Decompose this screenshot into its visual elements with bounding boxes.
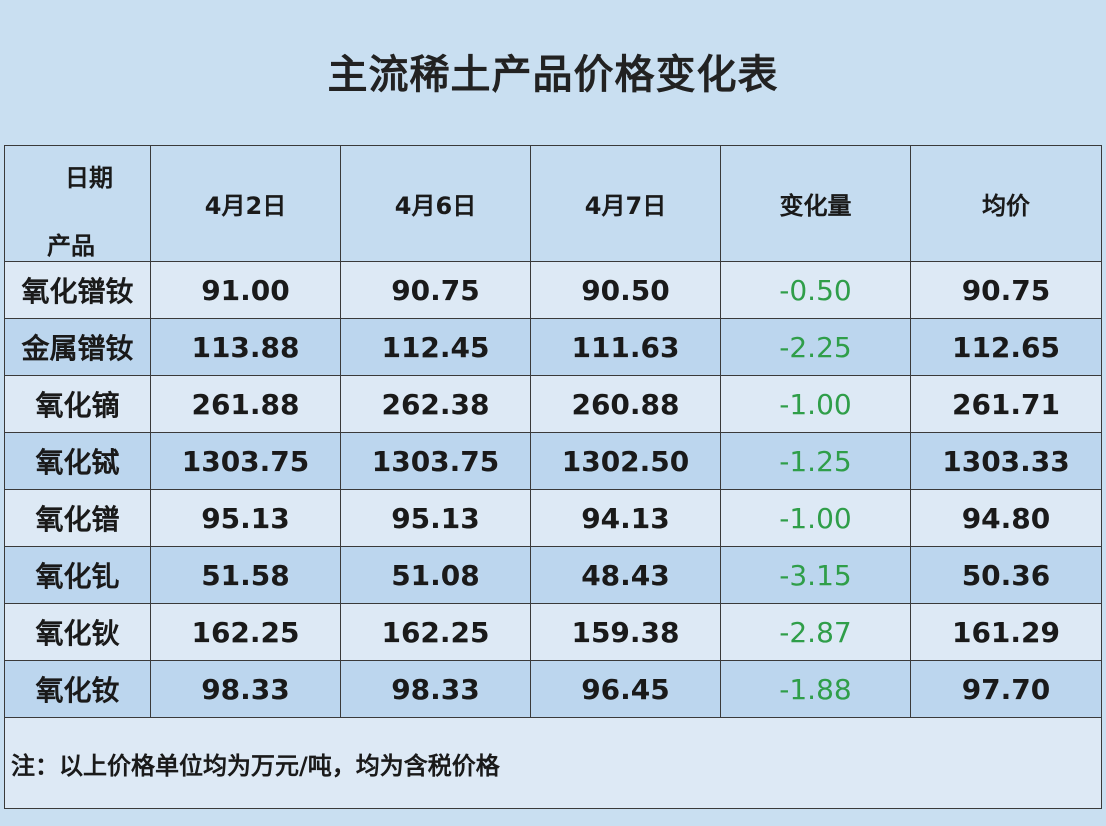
price-cell: 161.29 — [910, 603, 1102, 661]
price-cell: 159.38 — [530, 603, 721, 661]
header-row: 日期 产品 4月2日 4月6日 4月7日 变化量 均价 — [4, 145, 1102, 262]
note-row: 注：以上价格单位均为万元/吨，均为含税价格 — [4, 717, 1102, 809]
price-cell: 96.45 — [530, 660, 721, 718]
price-cell: -0.50 — [720, 261, 911, 319]
price-cell: 98.33 — [150, 660, 341, 718]
price-cell: 111.63 — [530, 318, 721, 376]
data-row: 氧化镨钕 91.00 90.75 90.50 -0.50 90.75 — [4, 261, 1102, 319]
product-name: 氧化镨钕 — [4, 261, 151, 319]
price-table: 日期 产品 4月2日 4月6日 4月7日 变化量 均价 氧化镨钕 91.00 90.75 90… — [4, 145, 1102, 809]
price-cell: 94.80 — [910, 489, 1102, 547]
price-cell: -2.25 — [720, 318, 911, 376]
price-cell: 51.08 — [340, 546, 531, 604]
price-cell: 48.43 — [530, 546, 721, 604]
column-header: 均价 — [910, 145, 1102, 262]
corner-top: 日期 — [65, 164, 113, 192]
price-cell: 112.45 — [340, 318, 531, 376]
price-cell: 112.65 — [910, 318, 1102, 376]
product-name: 金属镨钕 — [4, 318, 151, 376]
price-cell: 162.25 — [150, 603, 341, 661]
corner-bottom: 产品 — [47, 232, 95, 260]
product-name: 氧化镝 — [4, 375, 151, 433]
product-name: 氧化钕 — [4, 660, 151, 718]
corner-cell: 日期 产品 — [4, 145, 151, 262]
product-name: 氧化钬 — [4, 603, 151, 661]
data-row: 氧化钆 51.58 51.08 48.43 -3.15 50.36 — [4, 546, 1102, 604]
price-cell: -1.00 — [720, 375, 911, 433]
price-cell: 1303.33 — [910, 432, 1102, 490]
price-cell: 113.88 — [150, 318, 341, 376]
price-cell: 1303.75 — [150, 432, 341, 490]
data-row: 氧化镝 261.88 262.38 260.88 -1.00 261.71 — [4, 375, 1102, 433]
price-cell: -1.00 — [720, 489, 911, 547]
product-name: 氧化铽 — [4, 432, 151, 490]
price-cell: 261.88 — [150, 375, 341, 433]
price-cell: 162.25 — [340, 603, 531, 661]
price-cell: 262.38 — [340, 375, 531, 433]
column-header: 4月7日 — [530, 145, 721, 262]
product-name: 氧化钆 — [4, 546, 151, 604]
price-cell: 98.33 — [340, 660, 531, 718]
data-row: 氧化钬 162.25 162.25 159.38 -2.87 161.29 — [4, 603, 1102, 661]
price-cell: 1302.50 — [530, 432, 721, 490]
price-cell: 90.75 — [910, 261, 1102, 319]
note: 注：以上价格单位均为万元/吨，均为含税价格 — [4, 717, 1102, 809]
price-cell: 51.58 — [150, 546, 341, 604]
price-cell: 90.50 — [530, 261, 721, 319]
data-row: 氧化钕 98.33 98.33 96.45 -1.88 97.70 — [4, 660, 1102, 718]
price-cell: 90.75 — [340, 261, 531, 319]
price-cell: 1303.75 — [340, 432, 531, 490]
price-cell: -2.87 — [720, 603, 911, 661]
data-row: 氧化镨 95.13 95.13 94.13 -1.00 94.80 — [4, 489, 1102, 547]
price-cell: 261.71 — [910, 375, 1102, 433]
column-header: 4月2日 — [150, 145, 341, 262]
table-body: 日期 产品 4月2日 4月6日 4月7日 变化量 均价 氧化镨钕 91.00 90.75 90… — [4, 145, 1102, 809]
price-cell: 91.00 — [150, 261, 341, 319]
data-row: 氧化铽 1303.75 1303.75 1302.50 -1.25 1303.33 — [4, 432, 1102, 490]
price-cell: 95.13 — [340, 489, 531, 547]
price-cell: -1.88 — [720, 660, 911, 718]
price-cell: -1.25 — [720, 432, 911, 490]
price-cell: 94.13 — [530, 489, 721, 547]
title: 主流稀土产品价格变化表 — [327, 51, 779, 98]
data-row: 金属镨钕 113.88 112.45 111.63 -2.25 112.65 — [4, 318, 1102, 376]
product-name: 氧化镨 — [4, 489, 151, 547]
price-cell: 95.13 — [150, 489, 341, 547]
price-cell: 260.88 — [530, 375, 721, 433]
price-cell: 97.70 — [910, 660, 1102, 718]
price-cell: 50.36 — [910, 546, 1102, 604]
column-header: 变化量 — [720, 145, 911, 262]
column-header: 4月6日 — [340, 145, 531, 262]
price-cell: -3.15 — [720, 546, 911, 604]
